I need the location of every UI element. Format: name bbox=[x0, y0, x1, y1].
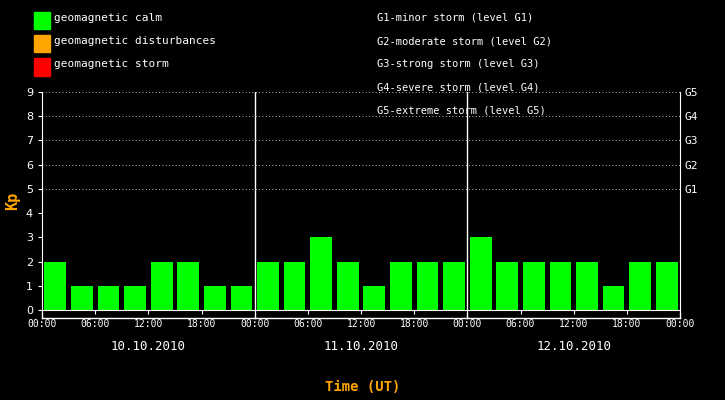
Bar bbox=[417, 262, 439, 310]
Bar bbox=[257, 262, 279, 310]
Bar bbox=[656, 262, 678, 310]
Bar bbox=[602, 286, 624, 310]
Text: 12.10.2010: 12.10.2010 bbox=[536, 340, 611, 352]
Bar bbox=[204, 286, 225, 310]
Text: geomagnetic disturbances: geomagnetic disturbances bbox=[54, 36, 216, 46]
Bar bbox=[231, 286, 252, 310]
Text: geomagnetic storm: geomagnetic storm bbox=[54, 60, 169, 70]
Text: G2-moderate storm (level G2): G2-moderate storm (level G2) bbox=[377, 36, 552, 46]
Bar bbox=[443, 262, 465, 310]
Text: G4-severe storm (level G4): G4-severe storm (level G4) bbox=[377, 83, 539, 93]
Bar bbox=[576, 262, 598, 310]
Bar bbox=[124, 286, 146, 310]
Bar bbox=[363, 286, 385, 310]
Text: G5-extreme storm (level G5): G5-extreme storm (level G5) bbox=[377, 106, 546, 116]
Bar bbox=[629, 262, 651, 310]
Bar bbox=[470, 237, 492, 310]
Bar bbox=[178, 262, 199, 310]
Bar bbox=[71, 286, 93, 310]
Bar bbox=[283, 262, 305, 310]
Bar bbox=[550, 262, 571, 310]
Text: G3-strong storm (level G3): G3-strong storm (level G3) bbox=[377, 60, 539, 70]
Bar bbox=[337, 262, 359, 310]
Text: geomagnetic calm: geomagnetic calm bbox=[54, 13, 162, 23]
Bar bbox=[390, 262, 412, 310]
Y-axis label: Kp: Kp bbox=[5, 192, 20, 210]
Text: 10.10.2010: 10.10.2010 bbox=[111, 340, 186, 352]
Text: G1-minor storm (level G1): G1-minor storm (level G1) bbox=[377, 13, 534, 23]
Bar bbox=[523, 262, 544, 310]
Bar bbox=[44, 262, 66, 310]
Bar bbox=[151, 262, 173, 310]
Bar bbox=[310, 237, 332, 310]
Text: Time (UT): Time (UT) bbox=[325, 380, 400, 394]
Bar bbox=[497, 262, 518, 310]
Bar bbox=[98, 286, 120, 310]
Text: 11.10.2010: 11.10.2010 bbox=[323, 340, 399, 352]
